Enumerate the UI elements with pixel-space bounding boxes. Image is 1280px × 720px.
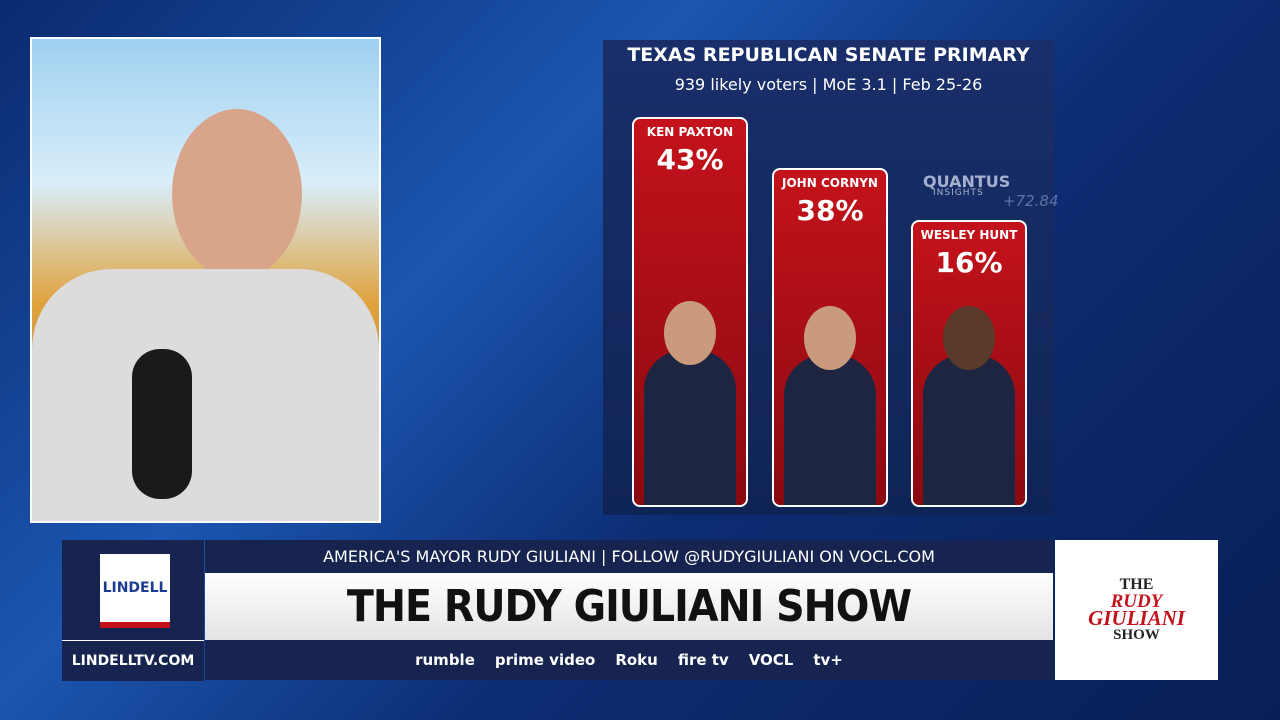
candidate-result: 16%	[935, 246, 1003, 279]
candidate-photo-head	[804, 306, 856, 370]
platform-logo: rumble	[415, 651, 475, 669]
network-url: LINDELLTV.COM	[62, 640, 204, 681]
ticker: +72.84	[1003, 192, 1059, 210]
candidate-photo-head	[664, 301, 716, 365]
platform-logo: tv+	[813, 651, 843, 669]
candidate-result: 38%	[796, 194, 864, 227]
show-logo-word: GIULIANI	[1088, 606, 1185, 630]
show-logo: THE RUDY GIULIANI SHOW	[1055, 540, 1218, 680]
candidate-name: KEN PAXTON	[646, 125, 734, 139]
platform-logo: prime video	[494, 651, 596, 669]
lower-third: LINDELL TV LINDELLTV.COM AMERICA'S MAYOR…	[62, 540, 1218, 681]
host-head	[172, 109, 302, 279]
poll-graphic: TEXAS REPUBLICAN SENATE PRIMARY 939 like…	[603, 40, 1059, 515]
strap: AMERICA'S MAYOR RUDY GIULIANI | FOLLOW @…	[205, 540, 1053, 573]
platform-logo: fire tv	[677, 651, 729, 669]
candidate-photo-body	[784, 355, 876, 505]
candidate-card: WESLEY HUNT 16%	[911, 220, 1027, 507]
candidate-name: JOHN CORNYN	[782, 176, 878, 190]
platform-logo: Roku	[615, 651, 658, 669]
candidate-card: JOHN CORNYN 38%	[772, 168, 888, 507]
poll-subtitle: 939 likely voters | MoE 3.1 | Feb 25-26	[674, 75, 983, 94]
show-title: THE RUDY GIULIANI SHOW	[205, 573, 1053, 640]
platforms: rumble prime video Roku fire tv VOCL tv+	[205, 640, 1053, 680]
candidate-result: 43%	[656, 143, 724, 176]
show-logo-word: THE	[1119, 576, 1154, 593]
candidate-photo-body	[644, 350, 736, 505]
candidate-card: KEN PAXTON 43%	[632, 117, 748, 507]
candidate-photo-body	[923, 355, 1015, 505]
platform-logo: VOCL	[748, 651, 794, 669]
source-logo: QUANTUS	[923, 172, 1011, 191]
network-logo: LINDELL TV	[100, 554, 170, 664]
network-box: LINDELL TV	[62, 540, 204, 664]
candidate-photo-head	[943, 306, 995, 370]
host-suit	[32, 269, 379, 521]
candidate-name: WESLEY HUNT	[920, 228, 1018, 242]
show-logo-word: SHOW	[1113, 627, 1160, 643]
poll-title: TEXAS REPUBLICAN SENATE PRIMARY	[627, 44, 1030, 66]
source-logo-sub: INSIGHTS	[933, 188, 984, 198]
microphone	[132, 349, 192, 499]
host-video	[30, 37, 381, 523]
show-logo-word: RUDY	[1110, 591, 1163, 612]
